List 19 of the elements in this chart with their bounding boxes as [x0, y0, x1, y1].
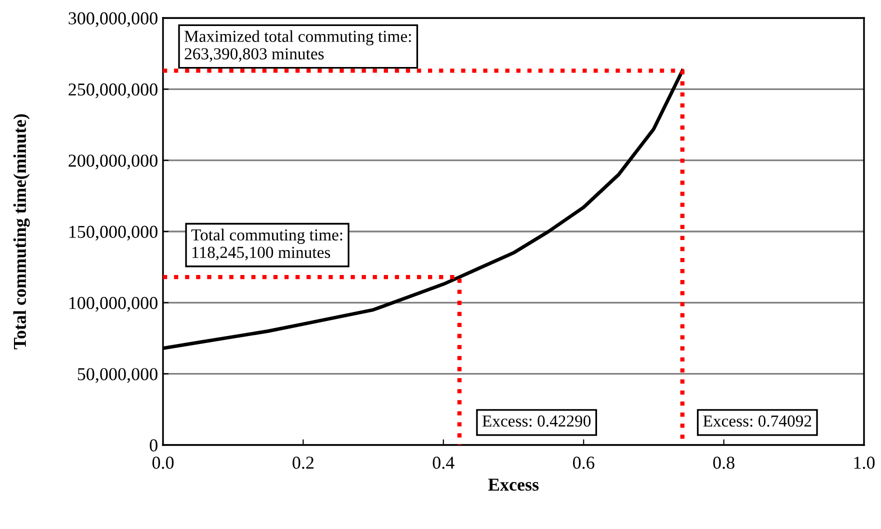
y-tick-label: 100,000,000 [69, 296, 158, 312]
x-tick-label: 0.4 [432, 456, 454, 469]
y-tick-label: 200,000,000 [68, 154, 158, 170]
y-tick-label: 0 [150, 439, 158, 452]
y-tick-label: 300,000,000 [68, 12, 158, 28]
annotation: Excess: 0.42290 [482, 415, 591, 427]
y-axis-title: Total commuting time(minute) [13, 114, 30, 350]
y-tick-label: 250,000,000 [68, 83, 158, 98]
x-axis-title: Excess [488, 478, 539, 491]
x-tick-label: 0.6 [573, 456, 594, 469]
annotation: Total commuting time: 118,245,100 minutes [191, 228, 342, 260]
annotation: Maximized total commuting time: 263,390,803 minutes [184, 30, 411, 62]
x-tick-label: 0.8 [713, 456, 734, 469]
y-tick-label: 50,000,000 [78, 368, 158, 383]
x-tick-label: 0.2 [292, 456, 314, 469]
y-tick-label: 150,000,000 [69, 226, 158, 241]
x-tick-label: 0.0 [152, 456, 174, 469]
x-tick-label: 1.0 [854, 456, 875, 469]
annotation: Excess: 0.74092 [703, 415, 812, 427]
